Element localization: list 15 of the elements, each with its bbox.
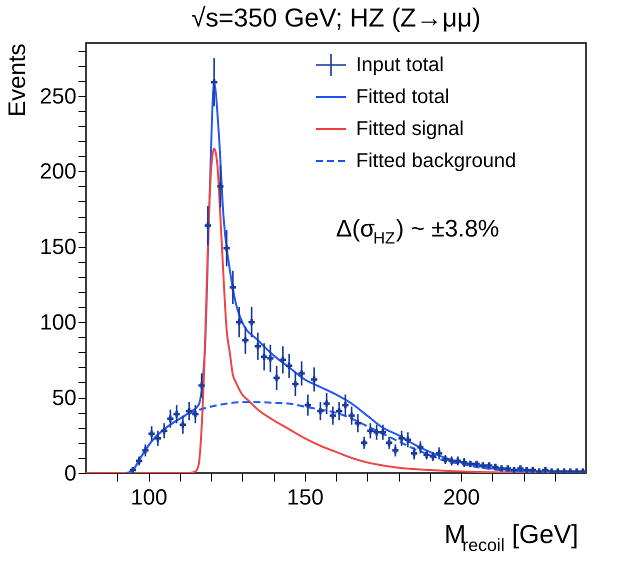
y-tick-label: 50 [52, 385, 76, 410]
legend-label: Fitted background [356, 150, 516, 172]
legend-label: Fitted signal [356, 118, 464, 140]
y-tick-label: 250 [40, 83, 76, 108]
y-axis-title: Events [4, 44, 31, 117]
x-tick-label: 100 [130, 484, 168, 510]
legend-label: Fitted total [356, 86, 450, 108]
y-tick-label: 150 [40, 234, 76, 260]
y-tick-label: 200 [40, 158, 76, 184]
y-tick-label: 100 [40, 310, 76, 335]
x-tick-label: 200 [443, 484, 480, 510]
legend-label: Input total [356, 54, 444, 76]
y-tick-label: 0 [64, 460, 76, 486]
chart-title: √s=350 GeV; HZ (Z→μμ) [191, 2, 481, 33]
x-tick-label: 150 [286, 484, 324, 510]
